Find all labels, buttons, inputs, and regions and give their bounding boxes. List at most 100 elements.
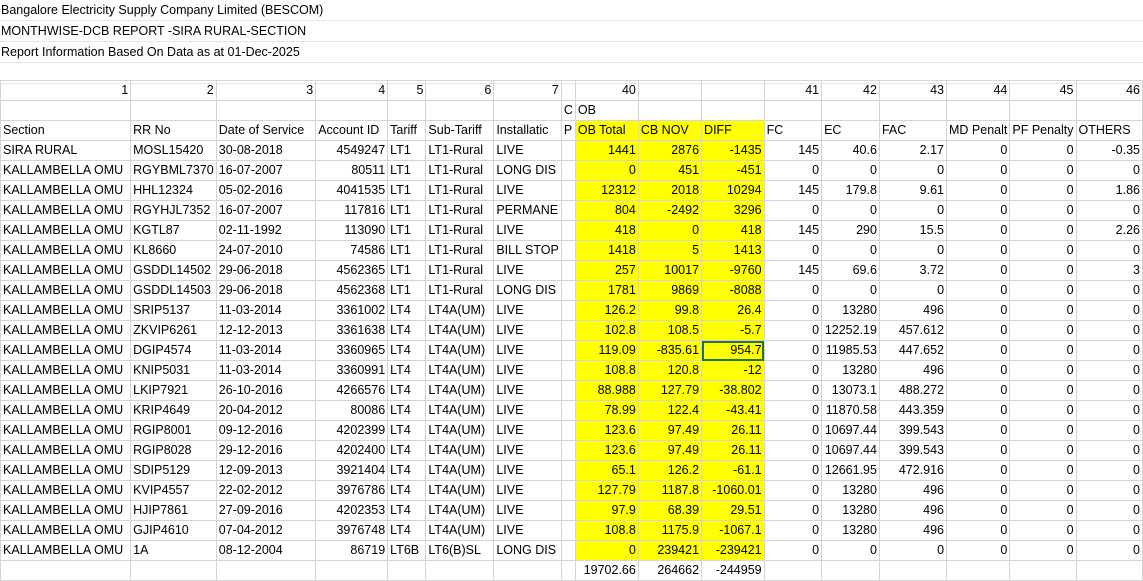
column-number-row-cell-0[interactable]: 1 [0, 80, 132, 101]
group-header-row-cell-7[interactable]: C [560, 100, 576, 121]
table-row-cell-9[interactable]: 126.2 [637, 460, 703, 481]
table-row-cell-12[interactable]: 13280 [821, 500, 880, 521]
table-row-cell-7[interactable] [560, 160, 576, 181]
table-row-cell-13[interactable]: 496 [878, 520, 948, 541]
table-row-cell-13[interactable]: 399.543 [878, 440, 948, 461]
table-row-cell-16[interactable]: 0 [1075, 480, 1143, 501]
table-row-cell-3[interactable]: 3921404 [315, 460, 389, 481]
table-row-cell-16[interactable]: 0 [1075, 160, 1143, 181]
table-row-cell-8[interactable]: 0 [574, 160, 639, 181]
table-row-cell-6[interactable]: LONG DIS [493, 160, 562, 181]
table-row-cell-11[interactable]: 0 [763, 480, 823, 501]
table-row-cell-14[interactable]: 0 [946, 360, 1011, 381]
table-row-cell-4[interactable]: LT1 [387, 180, 427, 201]
table-row-cell-12[interactable]: 13280 [821, 480, 880, 501]
table-row-cell-5[interactable]: LT4A(UM) [425, 320, 495, 341]
table-row-cell-6[interactable]: LIVE [493, 140, 562, 161]
table-row-cell-7[interactable] [560, 400, 576, 421]
table-row-cell-3[interactable]: 74586 [315, 240, 389, 261]
table-row-cell-15[interactable]: 0 [1009, 260, 1077, 281]
table-row-cell-5[interactable]: LT1-Rural [425, 240, 495, 261]
totals-row-cell-6[interactable] [493, 560, 562, 581]
header-row-cell-5[interactable]: Sub-Tariff [425, 120, 495, 141]
table-row-cell-15[interactable]: 0 [1009, 240, 1077, 261]
table-row-cell-9[interactable]: 1187.8 [637, 480, 703, 501]
table-row-cell-16[interactable]: 0 [1075, 380, 1143, 401]
table-row-cell-8[interactable]: 123.6 [574, 420, 639, 441]
header-row-cell-6[interactable]: Installatic [493, 120, 562, 141]
table-row-cell-8[interactable]: 127.79 [574, 480, 639, 501]
table-row-cell-8[interactable]: 1441 [574, 140, 639, 161]
table-row-cell-7[interactable] [560, 140, 576, 161]
table-row-cell-11[interactable]: 0 [763, 320, 823, 341]
table-row-cell-11[interactable]: 0 [763, 380, 823, 401]
table-row-cell-8[interactable]: 78.99 [574, 400, 639, 421]
table-row-cell-7[interactable] [560, 500, 576, 521]
table-row-cell-1[interactable]: MOSL15420 [130, 140, 217, 161]
group-header-row-cell-13[interactable] [878, 100, 948, 121]
table-row-cell-0[interactable]: KALLAMBELLA OMU [0, 280, 132, 301]
table-row-cell-12[interactable]: 13073.1 [821, 380, 880, 401]
table-row-cell-9[interactable]: -835.61 [637, 340, 703, 361]
table-row-cell-4[interactable]: LT1 [387, 220, 427, 241]
table-row-cell-7[interactable] [560, 440, 576, 461]
table-row-cell-6[interactable]: LIVE [493, 300, 562, 321]
group-header-row-cell-4[interactable] [387, 100, 427, 121]
table-row-cell-13[interactable]: 496 [878, 360, 948, 381]
table-row-cell-2[interactable]: 27-09-2016 [215, 500, 317, 521]
table-row-cell-7[interactable] [560, 420, 576, 441]
table-row-cell-11[interactable]: 0 [763, 400, 823, 421]
table-row-cell-0[interactable]: KALLAMBELLA OMU [0, 500, 132, 521]
table-row-cell-12[interactable]: 0 [821, 160, 880, 181]
table-row-cell-10[interactable]: 418 [701, 220, 765, 241]
table-row-cell-13[interactable]: 472.916 [878, 460, 948, 481]
totals-row-cell-10[interactable]: -244959 [701, 560, 765, 581]
table-row-cell-13[interactable]: 15.5 [878, 220, 948, 241]
table-row-cell-12[interactable]: 12252.19 [821, 320, 880, 341]
selected-cell[interactable]: 954.7 [701, 340, 765, 361]
table-row-cell-11[interactable]: 0 [763, 420, 823, 441]
table-row-cell-11[interactable]: 0 [763, 360, 823, 381]
table-row-cell-0[interactable]: KALLAMBELLA OMU [0, 440, 132, 461]
table-row-cell-1[interactable]: LKIP7921 [130, 380, 217, 401]
table-row-cell-12[interactable]: 12661.95 [821, 460, 880, 481]
table-row-cell-7[interactable] [560, 340, 576, 361]
table-row-cell-8[interactable]: 1781 [574, 280, 639, 301]
table-row-cell-15[interactable]: 0 [1009, 200, 1077, 221]
table-row-cell-8[interactable]: 119.09 [574, 340, 639, 361]
table-row-cell-3[interactable]: 3361002 [315, 300, 389, 321]
table-row-cell-15[interactable]: 0 [1009, 300, 1077, 321]
table-row-cell-11[interactable]: 0 [763, 200, 823, 221]
table-row-cell-13[interactable]: 2.17 [878, 140, 948, 161]
totals-row-cell-8[interactable]: 19702.66 [574, 560, 639, 581]
table-row-cell-15[interactable]: 0 [1009, 440, 1077, 461]
group-header-row-cell-15[interactable] [1009, 100, 1077, 121]
table-row-cell-13[interactable]: 3.72 [878, 260, 948, 281]
table-row-cell-12[interactable]: 0 [821, 280, 880, 301]
table-row-cell-6[interactable]: BILL STOP [493, 240, 562, 261]
table-row-cell-13[interactable]: 0 [878, 160, 948, 181]
table-row-cell-5[interactable]: LT1-Rural [425, 200, 495, 221]
group-header-row-cell-1[interactable] [130, 100, 217, 121]
table-row-cell-12[interactable]: 11870.58 [821, 400, 880, 421]
table-row-cell-9[interactable]: 5 [637, 240, 703, 261]
group-header-row-cell-5[interactable] [425, 100, 495, 121]
totals-row-cell-5[interactable] [425, 560, 495, 581]
table-row-cell-0[interactable]: SIRA RURAL [0, 140, 132, 161]
table-row-cell-1[interactable]: KGTL87 [130, 220, 217, 241]
table-row-cell-7[interactable] [560, 220, 576, 241]
table-row-cell-13[interactable]: 496 [878, 500, 948, 521]
table-row-cell-9[interactable]: 239421 [637, 540, 703, 561]
table-row-cell-5[interactable]: LT4A(UM) [425, 420, 495, 441]
table-row-cell-3[interactable]: 117816 [315, 200, 389, 221]
table-row-cell-8[interactable]: 123.6 [574, 440, 639, 461]
header-row-cell-8[interactable]: OB Total [574, 120, 639, 141]
table-row-cell-16[interactable]: 0 [1075, 460, 1143, 481]
table-row-cell-8[interactable]: 97.9 [574, 500, 639, 521]
table-row-cell-10[interactable]: -38.802 [701, 380, 765, 401]
table-row-cell-4[interactable]: LT4 [387, 520, 427, 541]
table-row-cell-14[interactable]: 0 [946, 160, 1011, 181]
table-row-cell-4[interactable]: LT4 [387, 300, 427, 321]
totals-row-cell-14[interactable] [946, 560, 1011, 581]
group-header-row-cell-0[interactable] [0, 100, 132, 121]
